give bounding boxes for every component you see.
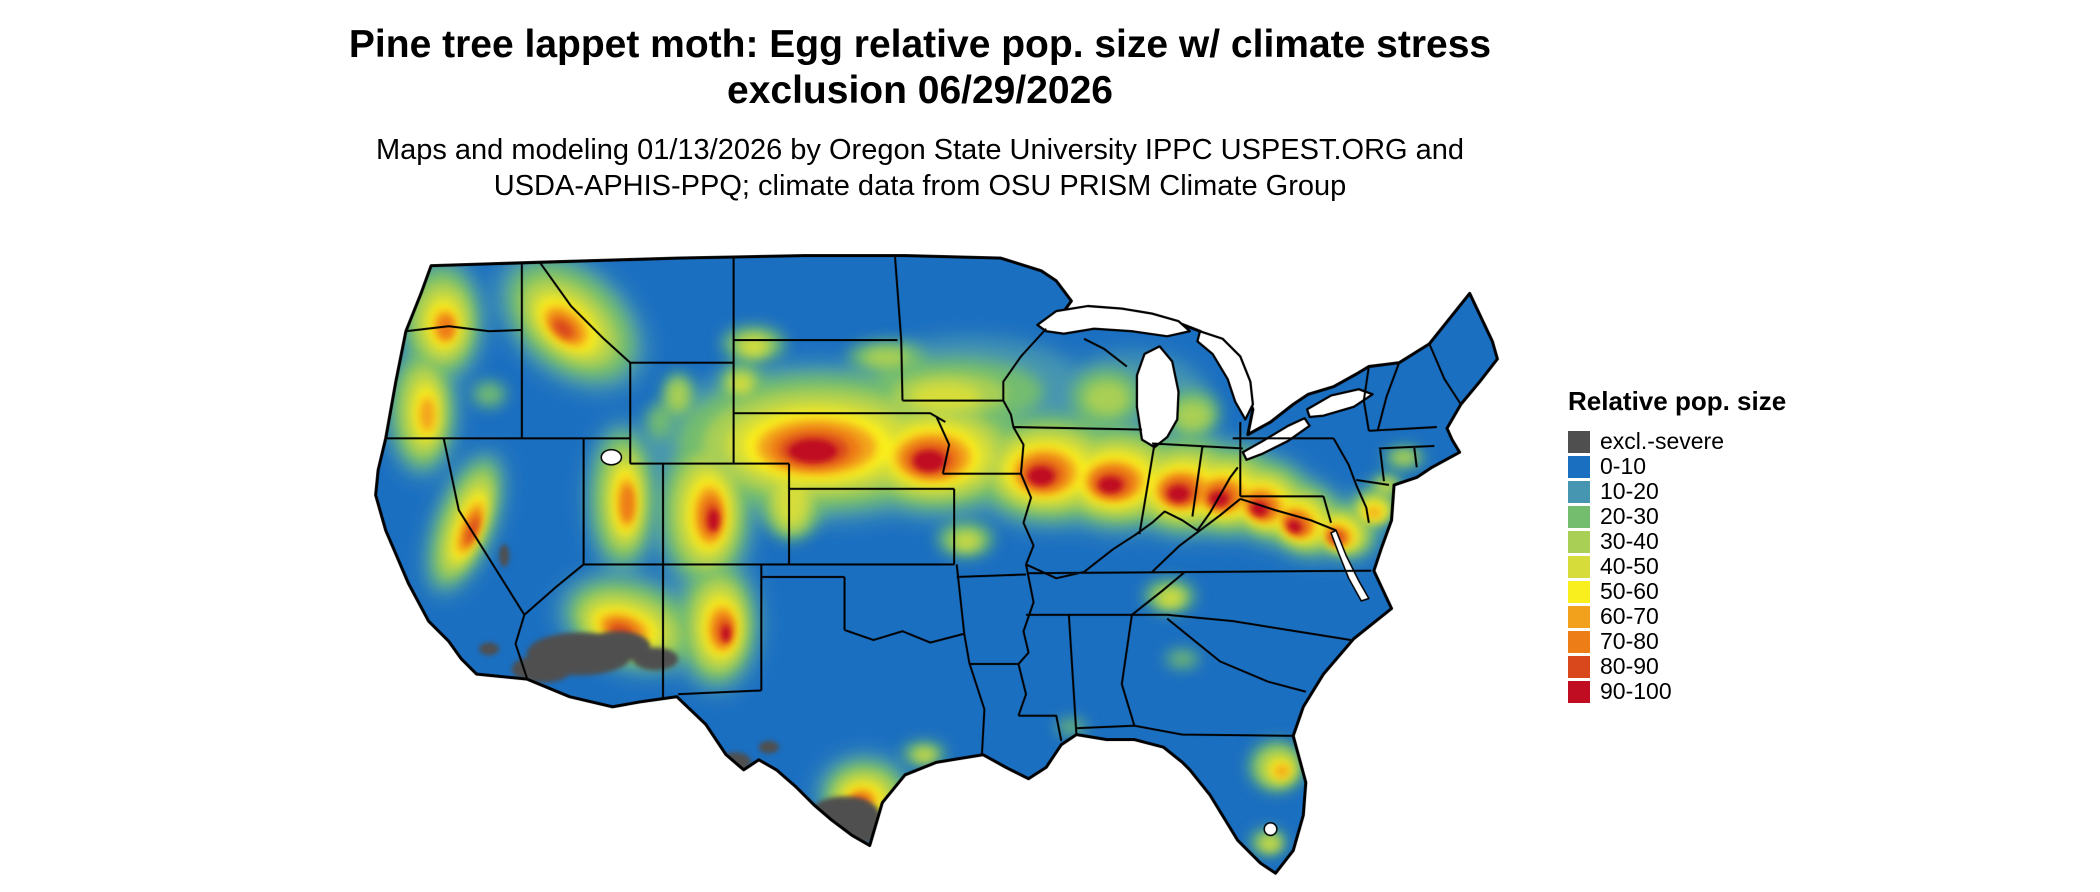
lake-huron [1196,330,1255,421]
legend-item: 70-80 [1568,629,1868,654]
legend-label: 40-50 [1600,553,1659,579]
legend-item: 30-40 [1568,529,1868,554]
great-salt-lake [600,448,623,466]
legend-label: 90-100 [1600,678,1672,704]
legend-item: 10-20 [1568,479,1868,504]
legend-label: 70-80 [1600,628,1659,654]
legend-swatch [1568,480,1590,503]
legend-swatch [1568,630,1590,653]
legend-label: 80-90 [1600,653,1659,679]
legend-swatch [1568,555,1590,578]
lake-superior [1036,304,1191,338]
subtitle-line2: USDA-APHIS-PPQ; climate data from OSU PR… [493,170,1347,202]
legend-swatch [1568,680,1590,703]
legend-label: 20-30 [1600,503,1659,529]
header: Pine tree lappet moth: Egg relative pop.… [0,0,1840,204]
legend-title: Relative pop. size [1568,386,1787,416]
legend-item: 60-70 [1568,604,1868,629]
legend-item: 20-30 [1568,504,1868,529]
map-container [300,205,1510,886]
subtitle-line1: Maps and modeling 01/13/2026 by Oregon S… [375,134,1465,166]
legend-swatch [1568,430,1590,453]
legend-label: 50-60 [1600,578,1659,604]
legend-swatch [1568,655,1590,678]
legend-item: 90-100 [1568,679,1868,704]
lake-okeechobee [1263,822,1278,837]
legend-item: excl.-severe [1568,429,1868,454]
page-subtitle: Maps and modeling 01/13/2026 by Oregon S… [0,132,1840,204]
legend-label: 30-40 [1600,528,1659,554]
title-line2: exclusion 06/29/2026 [727,69,1113,112]
legend-label: 10-20 [1600,478,1659,504]
legend-swatch [1568,605,1590,628]
state-borders [385,255,1462,755]
legend-item: 50-60 [1568,579,1868,604]
legend-swatch [1568,530,1590,553]
legend: Relative pop. size excl.-severe 0-10 10-20… [1568,386,1868,704]
page-title: Pine tree lappet moth: Egg relative pop.… [0,22,1840,114]
chesapeake-bay [1330,529,1370,602]
great-lakes-group [600,304,1374,837]
legend-label: excl.-severe [1600,428,1724,454]
legend-label: 0-10 [1600,453,1647,479]
legend-label: 60-70 [1600,603,1659,629]
lake-michigan [1135,345,1180,449]
legend-swatch [1568,580,1590,603]
heat-layers [384,255,1425,855]
legend-swatch [1568,455,1590,478]
legend-item: 80-90 [1568,654,1868,679]
us-map [374,254,1499,875]
legend-item: 0-10 [1568,454,1868,479]
legend-item: 40-50 [1568,554,1868,579]
legend-swatch [1568,505,1590,528]
title-line1: Pine tree lappet moth: Egg relative pop.… [348,23,1492,66]
legend-items: excl.-severe 0-10 10-20 20-30 30-40 40-50 50-6… [1568,429,1868,704]
